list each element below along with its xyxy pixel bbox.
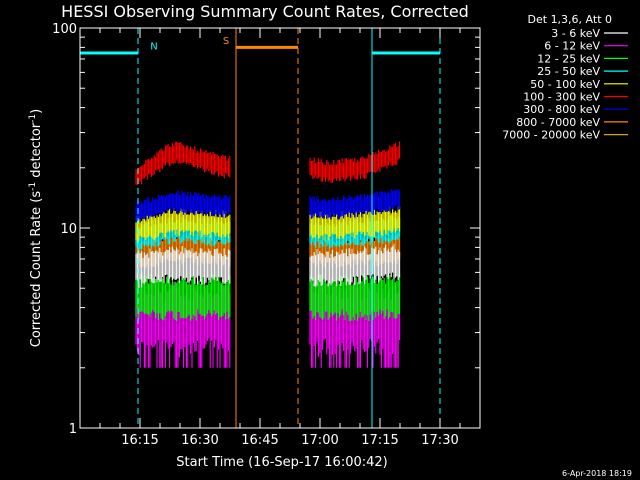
legend-label: 7000 - 20000 keV [502,129,600,142]
legend-label: 6 - 12 keV [544,40,600,53]
y-tick-label: 100 [52,22,77,37]
legend-label: 100 - 300 keV [523,91,600,104]
series-trace [135,272,231,321]
series-trace [309,206,401,241]
series-trace [309,273,401,322]
series-trace [135,190,231,223]
legend-label: 25 - 50 keV [537,65,600,78]
series-trace [135,246,231,288]
x-tick-label: 17:15 [361,433,398,448]
flag-label: S [223,36,229,47]
series-trace [309,243,401,287]
series-trace [135,141,231,186]
chart-title: HESSI Observing Summary Count Rates, Cor… [61,2,469,21]
series-trace [309,189,401,220]
footer-date: 6-Apr-2018 18:19 [562,469,632,478]
legend-label: 12 - 25 keV [537,52,600,65]
legend-label: 50 - 100 keV [530,78,600,91]
series-trace [309,141,401,183]
x-tick-label: 16:15 [121,433,158,448]
x-tick-label: 16:30 [181,433,218,448]
legend-header: Det 1,3,6, Att 0 [528,13,612,26]
x-tick-label: 17:30 [421,433,458,448]
x-axis-label: Start Time (16-Sep-17 16:00:42) [176,455,387,470]
flag-label: N [150,42,157,53]
series-trace [135,207,231,243]
svg-text:Corrected Count Rate (s-1 dete: Corrected Count Rate (s-1 detector-1) [28,109,44,347]
x-tick-label: 16:45 [241,433,278,448]
legend-label: 300 - 800 keV [523,103,600,116]
legend-label: 800 - 7000 keV [516,116,600,129]
y-axis-label: Corrected Count Rate (s-1 detector-1) [28,109,44,347]
y-tick-label: 10 [60,222,77,237]
x-tick-label: 17:00 [301,433,338,448]
legend-label: 3 - 6 keV [551,27,600,40]
y-tick-label: 1 [69,422,77,437]
